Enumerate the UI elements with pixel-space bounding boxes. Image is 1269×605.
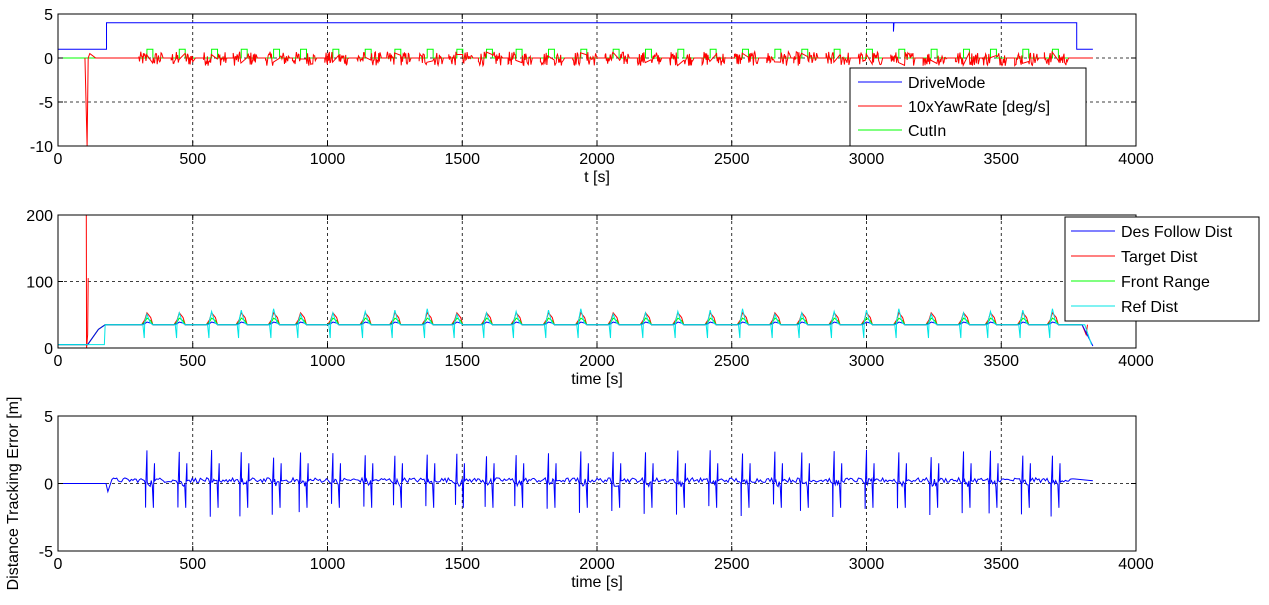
legend: Des Follow Dist Target Dist Front Range Ref… — [1064, 216, 1260, 322]
tick-layer: 0 500 1000 1500 2000 2500 3000 3500 4000-505time… — [5, 397, 1154, 591]
x-tick-label: 500 — [179, 353, 206, 370]
x-tick-label: 3500 — [983, 151, 1019, 168]
legend-label: Ref Dist — [1121, 299, 1178, 316]
data-layer — [58, 22, 1093, 146]
x-tick-label: 2500 — [714, 556, 750, 573]
y-tick-label: 0 — [44, 477, 53, 494]
series-yawrate-line — [84, 49, 1093, 146]
x-tick-label: 3500 — [983, 353, 1019, 370]
x-tick-label: 2000 — [579, 353, 615, 370]
data-layer — [58, 215, 1094, 348]
x-tick-label: 3000 — [849, 151, 885, 168]
x-tick-label: 1000 — [310, 556, 346, 573]
y-tick-label: -5 — [39, 95, 53, 112]
y-tick-label: -10 — [30, 139, 53, 156]
legend-label: Target Dist — [1121, 249, 1198, 266]
x-tick-label: 1500 — [444, 353, 480, 370]
y-tick-label: 100 — [26, 275, 53, 292]
x-tick-label: 1000 — [310, 353, 346, 370]
x-tick-label: 500 — [179, 556, 206, 573]
legend-label: Des Follow Dist — [1121, 224, 1233, 241]
y-tick-label: 0 — [44, 51, 53, 68]
legend-label: CutIn — [908, 123, 946, 140]
grid — [58, 215, 1136, 348]
legend-label: DriveMode — [908, 75, 985, 92]
x-tick-label: 500 — [179, 151, 206, 168]
legend-label: Front Range — [1121, 274, 1210, 291]
x-tick-label: 1000 — [310, 151, 346, 168]
x-tick-label: 2000 — [579, 151, 615, 168]
bottom-axes: 0 500 1000 1500 2000 2500 3000 3500 4000-505time… — [5, 397, 1154, 591]
x-tick-label: 3000 — [849, 556, 885, 573]
x-tick-label: 0 — [54, 353, 63, 370]
tick-layer: 0 500 1000 1500 2000 2500 3000 3500 4000 -10 -5 0 5 t… — [30, 7, 1154, 186]
series-target-dist-line — [58, 215, 89, 348]
x-tick-label: 3500 — [983, 556, 1019, 573]
x-axis-label: time [s] — [571, 574, 623, 591]
x-tick-label: 0 — [54, 151, 63, 168]
x-tick-label: 4000 — [1118, 353, 1154, 370]
x-tick-label: 1500 — [444, 556, 480, 573]
y-tick-label: 5 — [44, 409, 53, 426]
y-tick-label: 0 — [44, 341, 53, 358]
x-tick-label: 2000 — [579, 556, 615, 573]
data-layer — [58, 449, 1093, 518]
series-drivemode-line — [58, 22, 1093, 50]
y-tick-label: -5 — [39, 544, 53, 561]
x-tick-label: 2500 — [714, 353, 750, 370]
y-axis-label: Distance Tracking Error [m] — [5, 397, 22, 591]
y-tick-label: 5 — [44, 7, 53, 24]
x-tick-label: 4000 — [1118, 556, 1154, 573]
legend: DriveMode 10xYawRate [deg/s] CutIn — [849, 67, 1087, 147]
series-ref-dist-line — [58, 308, 1093, 346]
x-axis-label: t [s] — [584, 169, 610, 186]
y-tick-label: 200 — [26, 208, 53, 225]
x-tick-label: 2500 — [714, 151, 750, 168]
x-tick-label: 0 — [54, 556, 63, 573]
middle-axes: 0 500 1000 1500 2000 2500 3000 3500 4000 0 100 200 t… — [26, 208, 1260, 388]
top-axes: 0 500 1000 1500 2000 2500 3000 3500 4000 -10 -5 0 5 t… — [30, 7, 1154, 186]
x-axis-label: time [s] — [571, 371, 623, 388]
legend-box — [1064, 216, 1260, 322]
legend-box — [849, 67, 1087, 147]
x-tick-label: 4000 — [1118, 151, 1154, 168]
tick-layer: 0 500 1000 1500 2000 2500 3000 3500 4000 0 100 200 t… — [26, 208, 1154, 388]
legend-label: 10xYawRate [deg/s] — [908, 99, 1050, 116]
x-tick-label: 1500 — [444, 151, 480, 168]
x-tick-label: 3000 — [849, 353, 885, 370]
series-tracking-error-line — [58, 449, 1093, 518]
